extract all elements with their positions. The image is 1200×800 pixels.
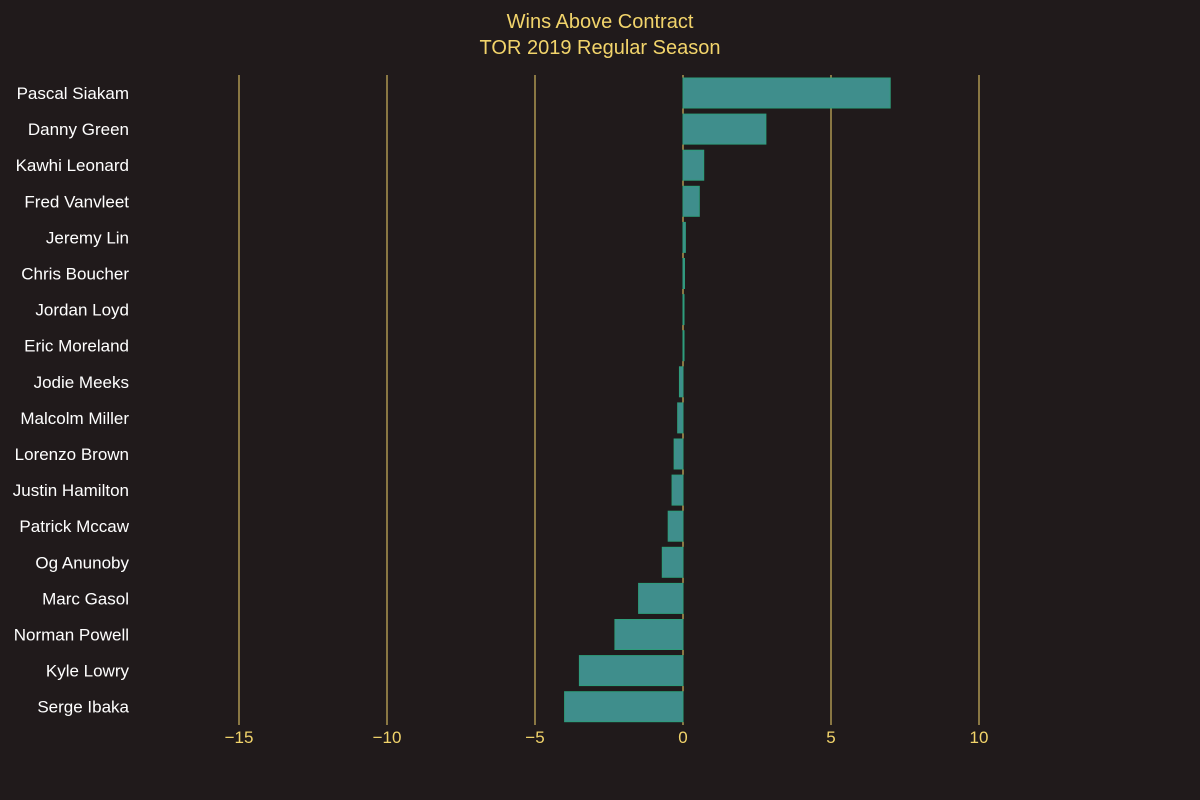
bar [677,402,684,434]
category-label: Serge Ibaka [37,698,129,717]
category-label: Justin Hamilton [13,481,129,500]
bar [682,185,700,217]
category-label: Jeremy Lin [46,228,129,247]
gridlines [238,75,980,725]
x-tick-label: 0 [678,728,687,747]
bar [682,221,686,253]
x-tick-label: −5 [525,728,544,747]
category-label: Jodie Meeks [34,373,129,392]
category-label: Malcolm Miller [20,409,129,428]
bar [678,366,684,398]
category-label: Pascal Siakam [17,84,129,103]
category-label: Jordan Loyd [35,301,129,320]
bar [682,77,891,109]
x-axis-ticks: −15 −10 −5 0 5 10 [225,728,989,747]
bar [661,546,684,578]
category-label: Og Anunoby [35,553,129,572]
category-label: Kawhi Leonard [16,156,129,175]
category-label: Marc Gasol [42,589,129,608]
x-tick-label: 10 [970,728,989,747]
bar [578,655,684,687]
category-label: Danny Green [28,120,129,139]
bar [564,691,684,723]
bar [682,294,685,326]
bar [671,474,684,506]
bar [673,438,684,470]
x-tick-label: −15 [225,728,254,747]
chart-title: Wins Above Contract [507,11,694,33]
bar [682,330,685,362]
chart-subtitle: TOR 2019 Regular Season [480,37,721,59]
bar [682,113,767,145]
bar [614,619,684,650]
category-label: Norman Powell [14,626,129,645]
x-tick-label: 5 [826,728,835,747]
category-label: Fred Vanvleet [24,192,129,211]
category-label: Chris Boucher [21,265,129,284]
category-labels: Pascal Siakam Danny Green Kawhi Leonard Fre… [13,84,130,717]
bars [564,77,891,723]
bar [682,258,685,289]
x-tick-label: −10 [373,728,402,747]
bar [667,510,684,542]
category-label: Eric Moreland [24,337,129,356]
category-label: Patrick Mccaw [19,517,129,536]
bar [638,582,684,614]
category-label: Lorenzo Brown [15,445,129,464]
category-label: Kyle Lowry [46,662,130,681]
bar [682,149,705,181]
